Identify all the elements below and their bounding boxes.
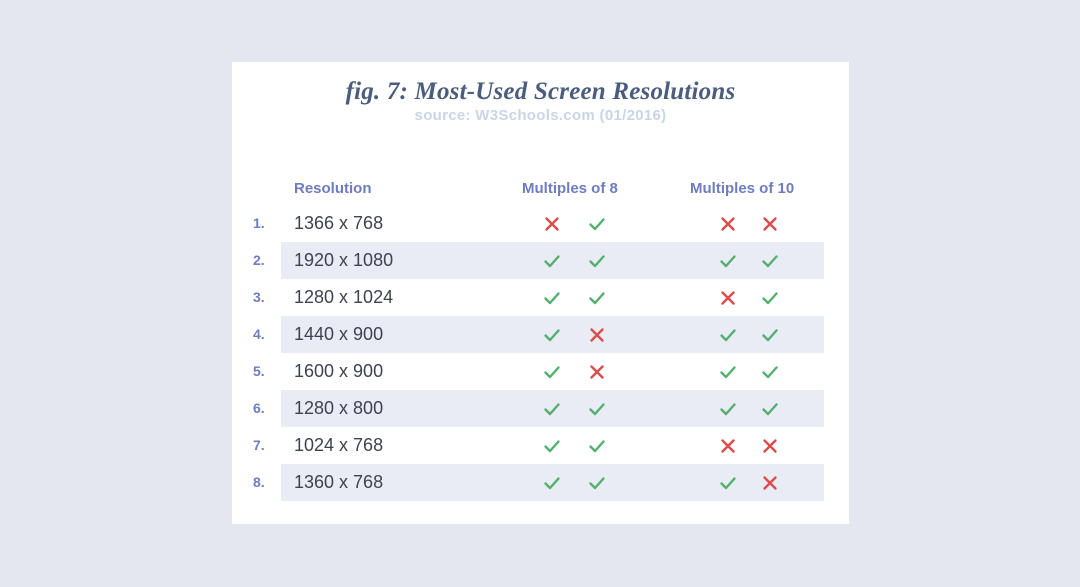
check-icon <box>719 474 737 492</box>
resolution-value: 1360 x 768 <box>294 472 384 492</box>
check-icon <box>588 215 606 233</box>
resolution-value: 1280 x 1024 <box>294 287 394 307</box>
resolution-value: 1440 x 900 <box>294 324 384 344</box>
check-icon <box>761 363 779 381</box>
cross-icon <box>761 437 779 455</box>
check-icon <box>719 363 737 381</box>
check-icon <box>543 326 561 344</box>
resolution-value: 1920 x 1080 <box>294 250 394 270</box>
check-icon <box>761 289 779 307</box>
header-resolution: Resolution <box>294 180 372 197</box>
row-number: 8. <box>253 474 265 490</box>
resolution-table: 1. 1366 x 768 2. 1920 x 1080 3. 1280 x 1024 4.… <box>232 205 849 501</box>
row-number: 6. <box>253 400 265 416</box>
check-icon <box>543 363 561 381</box>
cross-icon <box>543 215 561 233</box>
check-icon <box>588 437 606 455</box>
resolution-value: 1024 x 768 <box>294 435 384 455</box>
resolution-value: 1280 x 800 <box>294 398 384 418</box>
check-icon <box>543 289 561 307</box>
figure-source: source: W3Schools.com (01/2016) <box>414 107 667 124</box>
check-icon <box>719 252 737 270</box>
row-number: 2. <box>253 252 265 268</box>
check-icon <box>543 400 561 418</box>
check-icon <box>761 252 779 270</box>
table-row: 8. 1360 x 768 <box>232 464 849 501</box>
cross-icon <box>588 326 606 344</box>
table-row: 6. 1280 x 800 <box>232 390 849 427</box>
check-icon <box>543 252 561 270</box>
cross-icon <box>761 215 779 233</box>
row-number: 7. <box>253 437 265 453</box>
cross-icon <box>719 215 737 233</box>
table-row: 3. 1280 x 1024 <box>232 279 849 316</box>
figure-card: fig. 7: Most-Used Screen Resolutions sou… <box>232 62 849 524</box>
header-multiples-of-10: Multiples of 10 <box>690 180 795 197</box>
check-icon <box>761 326 779 344</box>
check-icon <box>761 400 779 418</box>
check-icon <box>719 400 737 418</box>
cross-icon <box>588 363 606 381</box>
resolution-value: 1600 x 900 <box>294 361 384 381</box>
cross-icon <box>719 289 737 307</box>
check-icon <box>588 252 606 270</box>
check-icon <box>543 474 561 492</box>
header-multiples-of-8: Multiples of 8 <box>522 180 618 197</box>
cross-icon <box>719 437 737 455</box>
resolution-value: 1366 x 768 <box>294 213 384 233</box>
check-icon <box>588 400 606 418</box>
table-row: 1. 1366 x 768 <box>232 205 849 242</box>
cross-icon <box>761 474 779 492</box>
check-icon <box>719 326 737 344</box>
table-row: 7. 1024 x 768 <box>232 427 849 464</box>
row-number: 3. <box>253 289 265 305</box>
figure-title: fig. 7: Most-Used Screen Resolutions <box>345 78 736 105</box>
table-row: 5. 1600 x 900 <box>232 353 849 390</box>
check-icon <box>543 437 561 455</box>
table-row: 4. 1440 x 900 <box>232 316 849 353</box>
row-number: 5. <box>253 363 265 379</box>
check-icon <box>588 474 606 492</box>
row-number: 4. <box>253 326 265 342</box>
table-row: 2. 1920 x 1080 <box>232 242 849 279</box>
check-icon <box>588 289 606 307</box>
row-number: 1. <box>253 215 265 231</box>
